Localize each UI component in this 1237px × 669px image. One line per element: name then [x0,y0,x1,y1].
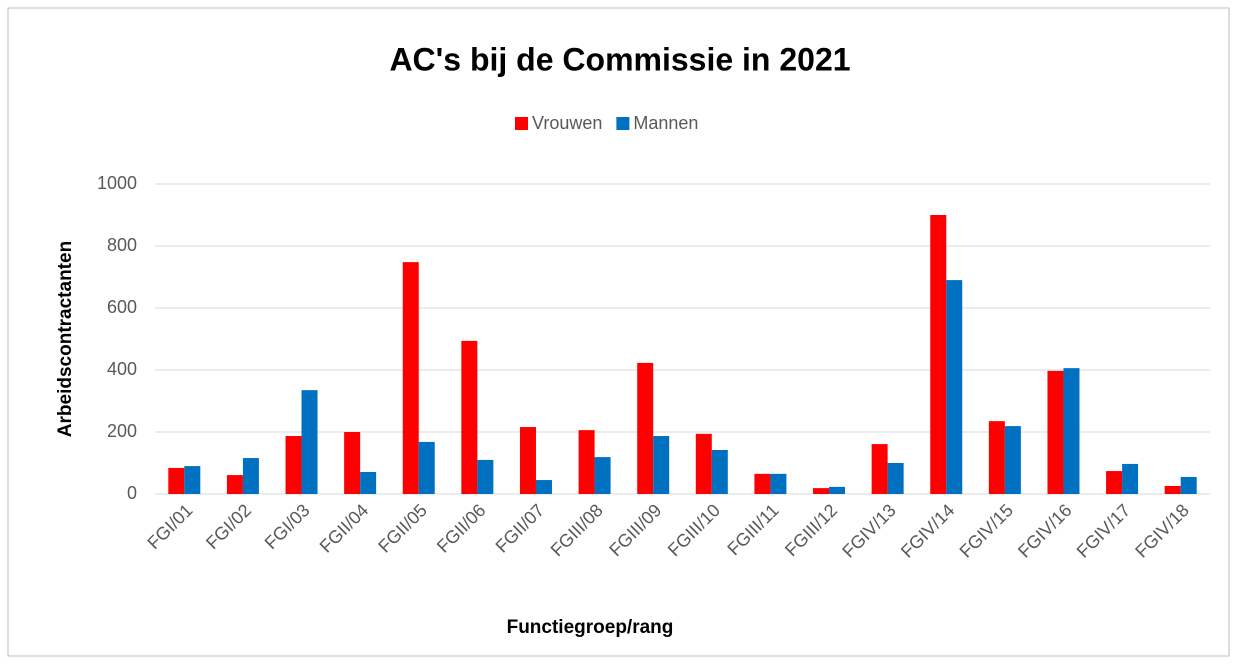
x-axis-title: Functiegroep/rang [507,617,674,638]
bar [578,430,595,494]
legend-label: Vrouwen [532,113,602,133]
bar [418,441,435,494]
bar [946,280,963,494]
bar [829,486,846,494]
bar [695,433,712,494]
bar [1004,426,1021,494]
bar [930,215,947,494]
bar [871,444,888,494]
bar [301,390,318,494]
bar [1164,485,1181,494]
y-axis-title: Arbeidscontractanten [55,241,76,437]
bar [344,432,361,494]
bar [754,473,771,494]
y-tick-label: 800 [107,235,137,255]
chart-title: AC's bij de Commissie in 2021 [389,41,850,77]
bar [242,458,259,494]
bar [1047,370,1064,494]
bar [1122,463,1139,494]
bar [477,459,494,494]
bar [461,340,478,494]
bar [402,262,419,494]
bar [988,421,1005,494]
bar [184,466,201,494]
bar [535,480,552,494]
bar [594,457,611,494]
bar [637,362,654,494]
legend-swatch [515,117,528,130]
bar [653,436,670,494]
bar [1106,471,1123,494]
bar [770,473,787,494]
bar [813,488,830,494]
legend-swatch [616,117,630,130]
bar [711,449,728,494]
legend: Vrouwen Mannen [515,113,698,133]
bar [1063,368,1080,494]
y-tick-label: 0 [127,483,137,503]
y-tick-label: 1000 [97,173,137,193]
bar [226,475,243,494]
bar [168,467,185,494]
bar [887,463,904,494]
y-tick-label: 400 [107,359,137,379]
bar [519,427,536,494]
chart-frame [7,7,1230,657]
bar [285,436,302,494]
bar [360,471,377,494]
bar [1180,476,1197,494]
legend-label: Mannen [633,113,698,133]
y-tick-label: 600 [107,297,137,317]
y-tick-label: 200 [107,421,137,441]
